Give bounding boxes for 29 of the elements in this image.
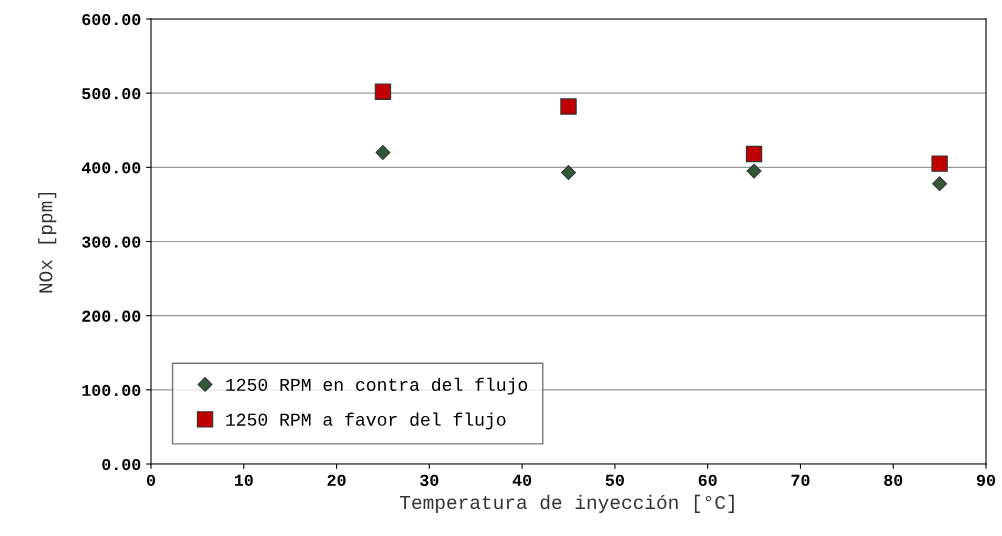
y-tick-label: 600.00: [82, 13, 141, 26]
point: [745, 145, 763, 163]
point: [374, 83, 392, 100]
y-tick-label: 400.00: [81, 162, 141, 174]
x-tick-label: 50: [605, 474, 624, 486]
y-tick-label: 0.00: [102, 458, 141, 471]
x-tick-label: 90: [976, 474, 996, 486]
point: [375, 145, 391, 160]
legend-label: 1250 RPM en contra del flujo: [226, 377, 528, 395]
x-tick-label: 80: [884, 474, 903, 486]
x-tick-label: 70: [791, 474, 810, 486]
point: [746, 163, 762, 179]
x-tick-label: 10: [234, 474, 253, 486]
x-tick-label: 20: [327, 474, 346, 486]
y-tick-label: 500.00: [82, 88, 141, 100]
x-tick-label: 40: [512, 474, 532, 486]
point: [931, 155, 948, 172]
point: [561, 165, 576, 180]
point: [932, 176, 948, 192]
x-tick-label: 60: [698, 474, 717, 486]
y-tick-label: 100.00: [82, 384, 141, 397]
x-axis-title: Temperatura de inyección [°C]: [400, 494, 734, 513]
y-tick-label: 200.00: [82, 310, 141, 322]
y-tick-label: 300.00: [82, 236, 141, 248]
y-axis-title: NOx [ppm]: [38, 192, 57, 293]
legend-label: 1250 RPM a favor del flujo: [226, 412, 506, 430]
x-tick-label: 30: [420, 474, 439, 486]
point: [560, 98, 577, 115]
x-tick-label: 0: [146, 474, 156, 486]
